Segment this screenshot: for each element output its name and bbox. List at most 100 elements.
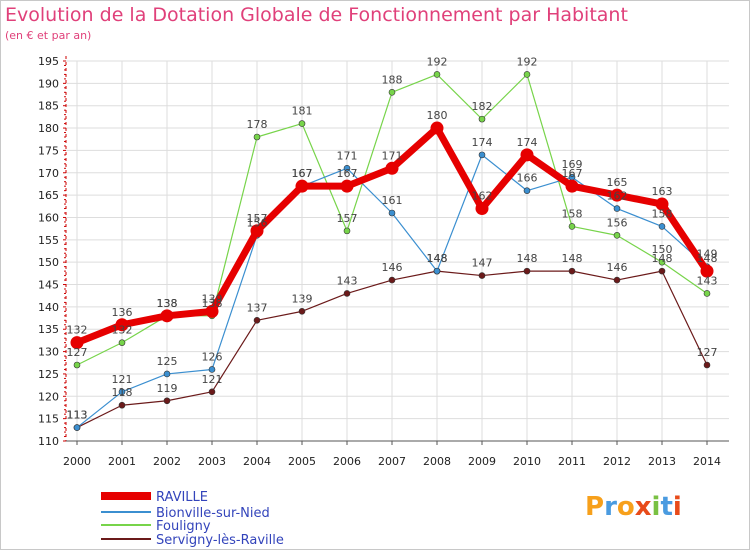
x-tick-label: 2005 (288, 455, 316, 468)
y-tick-label: 130 (38, 346, 59, 359)
data-label: 156 (247, 216, 268, 229)
data-point (295, 179, 309, 193)
data-point (523, 71, 531, 78)
y-tick-label: 195 (38, 55, 59, 68)
data-point (118, 388, 126, 396)
data-point (658, 223, 666, 230)
data-point (658, 258, 666, 266)
proxiti-logo: Proxiti (585, 492, 682, 522)
logo-letter: i (651, 492, 661, 522)
data-label: 138 (157, 297, 178, 310)
data-label: 182 (472, 100, 493, 113)
legend-label: Bionville-sur-Nied (156, 506, 270, 521)
y-tick-label: 115 (38, 413, 59, 426)
data-point (433, 267, 441, 275)
logo-letter: x (634, 492, 652, 522)
data-point (208, 366, 216, 373)
data-point (610, 188, 624, 202)
y-tick-label: 185 (38, 100, 59, 113)
data-point (343, 290, 351, 297)
data-point (163, 397, 171, 405)
data-point (253, 316, 261, 324)
data-point (523, 187, 531, 194)
x-tick-label: 2012 (603, 455, 631, 468)
data-point (430, 121, 444, 135)
data-point (388, 209, 396, 217)
y-tick-label: 145 (38, 279, 59, 292)
data-point (388, 276, 396, 284)
data-label: 188 (382, 73, 403, 86)
x-tick-label: 2006 (333, 455, 361, 468)
data-label: 146 (607, 261, 628, 274)
chart-title: Evolution de la Dotation Globale de Fonc… (5, 4, 628, 26)
data-point (340, 179, 354, 193)
data-label: 148 (427, 252, 448, 265)
data-point (655, 197, 669, 211)
data-label: 171 (382, 149, 403, 162)
data-label: 167 (337, 167, 358, 180)
data-point (208, 388, 216, 396)
data-point (565, 179, 579, 193)
data-point (343, 227, 351, 235)
data-label: 138 (157, 297, 178, 310)
data-point (343, 164, 351, 172)
data-point (73, 361, 81, 369)
data-label: 148 (427, 252, 448, 265)
data-label: 192 (517, 55, 538, 68)
data-point (73, 424, 81, 431)
data-label: 174 (517, 136, 538, 149)
data-label: 113 (67, 409, 88, 422)
x-tick-label: 2007 (378, 455, 406, 468)
data-label: 162 (472, 190, 493, 203)
data-point (478, 272, 486, 279)
data-label: 192 (427, 55, 448, 68)
data-label: 126 (202, 350, 223, 363)
data-label: 157 (247, 212, 268, 225)
data-label: 119 (157, 382, 178, 395)
y-tick-label: 140 (38, 301, 59, 314)
logo-letter: i (672, 492, 682, 522)
data-label: 146 (382, 261, 403, 274)
data-point (433, 71, 441, 78)
y-tick-label: 155 (38, 234, 59, 247)
data-label: 118 (112, 386, 133, 399)
data-point (523, 267, 531, 275)
data-point (298, 308, 306, 315)
data-label: 169 (562, 158, 583, 171)
data-label: 178 (247, 118, 268, 131)
y-tick-label: 125 (38, 368, 59, 381)
x-tick-label: 2014 (693, 455, 721, 468)
data-label: 139 (202, 292, 223, 305)
y-tick-label: 170 (38, 167, 59, 180)
y-tick-label: 120 (38, 390, 59, 403)
data-label: 181 (292, 105, 313, 118)
data-label: 167 (292, 167, 313, 180)
data-label: 147 (472, 257, 493, 270)
y-tick-label: 165 (38, 189, 59, 202)
legend: RAVILLEBionville-sur-NiedFoulignyServign… (101, 490, 284, 548)
data-label: 148 (517, 252, 538, 265)
data-label: 163 (652, 185, 673, 198)
data-label: 174 (472, 136, 493, 149)
x-tick-label: 2000 (63, 455, 91, 468)
data-point (250, 224, 264, 238)
y-tick-label: 175 (38, 144, 59, 157)
x-tick-label: 2008 (423, 455, 451, 468)
data-label: 138 (202, 297, 223, 310)
data-label: 166 (517, 172, 538, 185)
data-point (253, 133, 261, 141)
data-label: 125 (157, 355, 178, 368)
data-point (388, 88, 396, 96)
data-point (205, 304, 219, 318)
data-label: 132 (67, 324, 88, 337)
x-tick-label: 2004 (243, 455, 271, 468)
data-point (613, 276, 621, 284)
x-tick-label: 2011 (558, 455, 586, 468)
data-point (115, 318, 129, 332)
chart-subtitle: (en € et par an) (5, 29, 92, 42)
data-label: 137 (247, 301, 268, 314)
y-tick-label: 180 (38, 122, 59, 135)
data-label: 158 (562, 207, 583, 220)
